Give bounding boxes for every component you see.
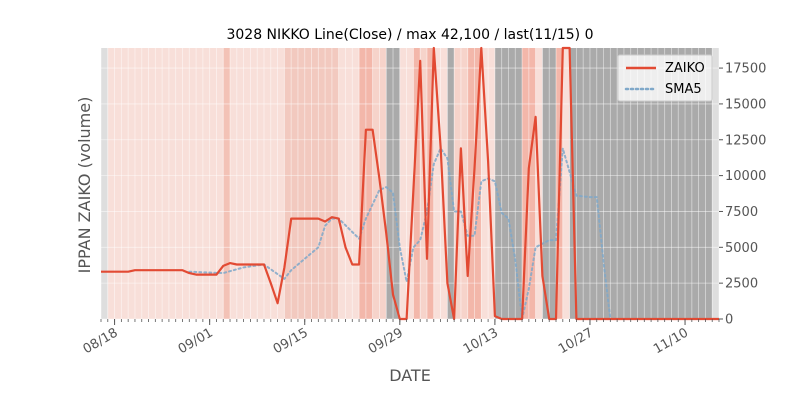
background-band xyxy=(413,48,421,319)
background-band xyxy=(107,48,224,319)
y-tick-label: 15000 xyxy=(725,97,766,112)
x-tick-label: 08/18 xyxy=(81,325,121,357)
y-axis: 0 2500 5000 7500 10000 12500 15000 17500 xyxy=(719,62,766,328)
y-tick-label: 5000 xyxy=(725,241,758,256)
legend: ZAIKO SMA5 xyxy=(617,54,713,102)
y-axis-title: IPPAN ZAIKO (volume) xyxy=(75,97,94,274)
background-band xyxy=(338,48,360,319)
background-band xyxy=(712,48,719,319)
y-tick-label: 0 xyxy=(725,313,733,328)
x-tick-label: 09/29 xyxy=(366,325,406,357)
plot-area xyxy=(100,46,720,321)
y-tick-label: 7500 xyxy=(725,205,758,220)
series-line-zaiko xyxy=(101,46,719,321)
x-tick-label: 10/13 xyxy=(461,325,501,357)
x-axis: 08/18 09/01 09/15 09/29 10/13 10/27 11/10 xyxy=(81,319,720,357)
x-tick-label: 11/10 xyxy=(651,325,691,357)
chart-title: 3028 NIKKO Line(Close) / max 42,100 / la… xyxy=(226,27,593,43)
x-tick-label: 10/27 xyxy=(556,325,596,357)
x-tick-label: 09/01 xyxy=(176,325,216,357)
x-tick-label: 09/15 xyxy=(271,325,311,357)
y-tick-label: 2500 xyxy=(725,277,758,292)
y-tick-label: 10000 xyxy=(725,169,766,184)
series-line-sma5 xyxy=(188,147,720,320)
y-tick-label: 17500 xyxy=(725,62,766,77)
series-layer xyxy=(101,46,720,321)
legend-label-zaiko: ZAIKO xyxy=(665,61,705,76)
legend-label-sma5: SMA5 xyxy=(665,82,702,97)
background-band xyxy=(562,48,570,319)
background-band xyxy=(223,48,231,319)
x-axis-title: DATE xyxy=(389,366,431,385)
background-band xyxy=(101,48,108,319)
y-tick-label: 12500 xyxy=(725,133,766,148)
x-gridlines xyxy=(100,48,720,319)
